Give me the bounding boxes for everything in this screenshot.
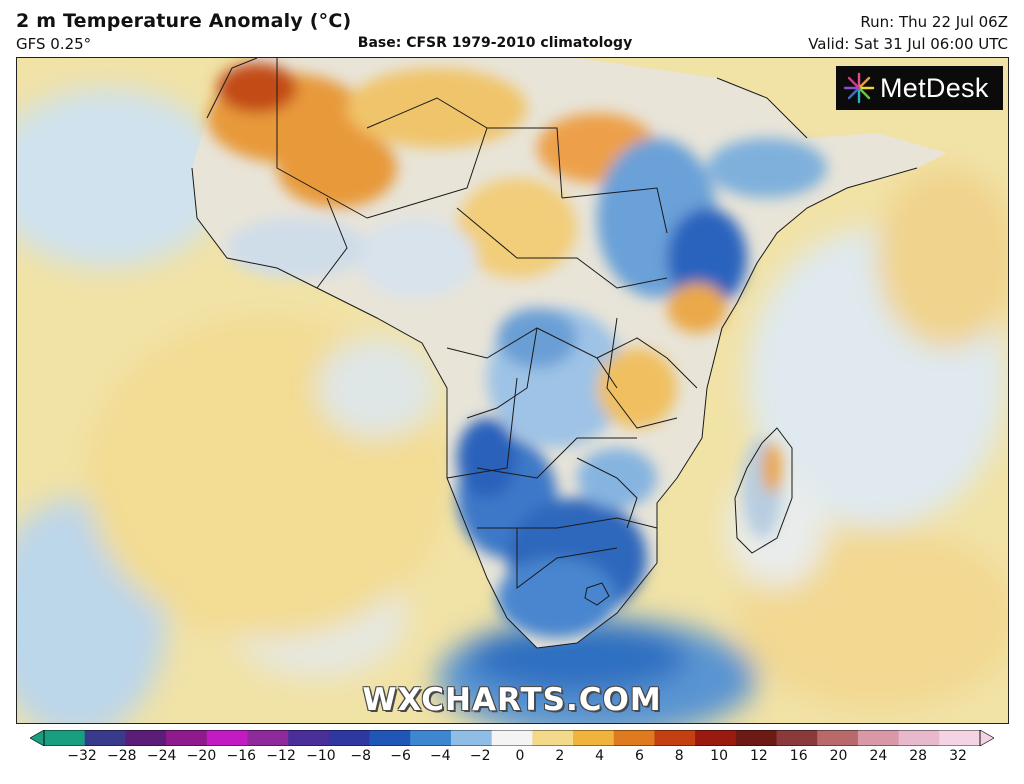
metdesk-burst-icon (843, 72, 875, 104)
madagascar-outline (734, 427, 793, 554)
colorbar-segment (410, 730, 452, 746)
colorbar-segment (613, 730, 655, 746)
colorbar-segment (776, 730, 818, 746)
colorbar-tick-label: 24 (869, 748, 888, 764)
colorbar-tick-label: −28 (107, 748, 137, 764)
run-time-label: Run: Thu 22 Jul 06Z (860, 13, 1008, 31)
colorbar-tick-label: 16 (789, 748, 808, 764)
colorbar-segment (857, 730, 900, 746)
colorbar-tick-label: −32 (67, 748, 97, 764)
colorbar-tick-label: 10 (710, 748, 728, 764)
colorbar-tick-label: 2 (555, 748, 565, 764)
colorbar-segment (369, 730, 411, 746)
colorbar-segment (898, 730, 940, 746)
colorbar-segment (125, 730, 167, 746)
colorbar-segment (532, 730, 574, 746)
colorbar-tick-label: −10 (306, 748, 336, 764)
colorbar-tick-label: 8 (674, 748, 684, 764)
wxcharts-watermark: WXCHARTS.COM (362, 682, 662, 718)
colorbar-segment (450, 730, 493, 746)
colorbar-ticks: −32 −28 −24 −20 −16 −12 −10 −8 −6 −4 −2 0 2 4 6 8 10 12 16… (0, 748, 1024, 772)
colorbar-tick-label: 28 (909, 748, 928, 764)
colorbar-segment (817, 730, 859, 746)
colorbar-segment (939, 730, 981, 746)
colorbar-segment (206, 730, 248, 746)
colorbar-tick-label: 6 (634, 748, 644, 764)
colorbar-segment (247, 730, 289, 746)
colorbar-tick-label: −8 (350, 748, 372, 764)
metdesk-logo: MetDesk (836, 66, 1003, 110)
colorbar-segment (166, 730, 208, 746)
colorbar-segment (84, 730, 126, 746)
colorbar-segment (491, 730, 533, 746)
colorbar-tick-label: −16 (226, 748, 257, 764)
colorbar-tick-label: 20 (829, 748, 848, 764)
colorbar-tick-label: 32 (949, 748, 967, 764)
colorbar-tick-label: −2 (469, 748, 491, 764)
colorbar-tick-label: −4 (430, 748, 451, 764)
colorbar-tick-label: −20 (186, 748, 217, 764)
colorbar-tick-label: 4 (595, 748, 605, 764)
anomaly-map[interactable] (16, 57, 1009, 724)
colorbar-segment (735, 730, 778, 746)
colorbar-segment (44, 730, 86, 746)
colorbar (30, 730, 994, 746)
valid-time-label: Valid: Sat 31 Jul 06:00 UTC (808, 35, 1008, 53)
map-graphic (17, 58, 1008, 723)
colorbar-tick-label: −12 (266, 748, 296, 764)
colorbar-segment (654, 730, 696, 746)
base-climatology-label: Base: CFSR 1979-2010 climatology (357, 35, 633, 51)
colorbar-segment (328, 730, 371, 746)
colorbar-segment (288, 730, 330, 746)
colorbar-segment (573, 730, 615, 746)
country-borders (191, 58, 918, 649)
colorbar-tick-label: −24 (146, 748, 177, 764)
colorbar-segment (695, 730, 737, 746)
chart-title: 2 m Temperature Anomaly (°C) (16, 10, 352, 32)
colorbar-tick-label: −6 (390, 748, 411, 764)
metdesk-logo-text: MetDesk (880, 72, 989, 103)
model-label: GFS 0.25° (16, 35, 92, 53)
colorbar-tick-label: 12 (749, 748, 768, 764)
colorbar-tick-label: 0 (515, 748, 525, 764)
